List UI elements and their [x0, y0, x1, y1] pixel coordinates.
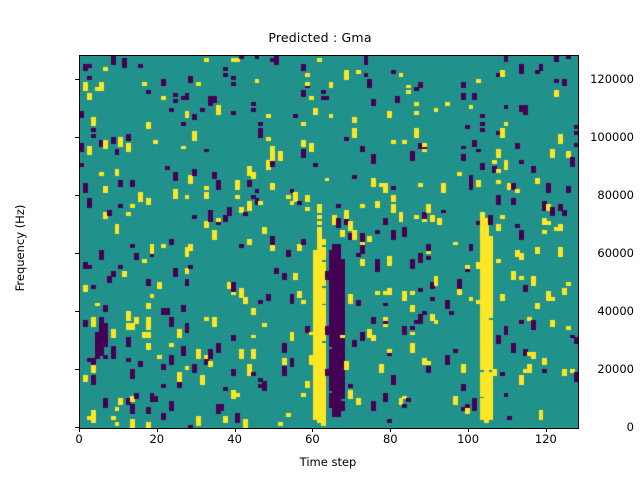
x-tick-mark	[390, 428, 392, 432]
x-axis-label: Time step	[299, 455, 357, 469]
y-tick-mark	[75, 252, 79, 254]
y-tick-label: 80000	[597, 187, 634, 202]
x-tick-label: 60	[305, 432, 320, 446]
x-tick-label: 120	[534, 432, 557, 446]
x-tick-mark	[234, 428, 236, 432]
y-tick-mark	[75, 78, 79, 80]
y-tick-label: 60000	[597, 245, 634, 260]
x-tick-mark	[545, 428, 547, 432]
x-tick-label: 40	[227, 432, 242, 446]
x-tick-label: 100	[457, 432, 480, 446]
y-tick-mark	[75, 194, 79, 196]
y-tick-mark	[75, 310, 79, 312]
y-tick-label: 100000	[590, 129, 634, 144]
y-axis-label: Frequency (Hz)	[13, 204, 27, 292]
spectrogram-heatmap	[80, 56, 578, 428]
y-tick-label: 40000	[597, 303, 634, 318]
y-tick-mark	[75, 368, 79, 370]
x-tick-label: 80	[382, 432, 398, 446]
x-tick-mark	[312, 428, 314, 432]
y-tick-label: 0	[626, 420, 634, 434]
y-tick-label: 120000	[590, 71, 634, 86]
x-tick-mark	[468, 428, 470, 432]
x-tick-label: 20	[149, 432, 165, 446]
plot-axes	[79, 55, 579, 429]
x-tick-mark	[156, 428, 158, 432]
y-tick-label: 20000	[597, 361, 634, 376]
plot-title: Predicted : Gma	[268, 30, 372, 45]
y-tick-mark	[75, 427, 79, 429]
y-tick-mark	[75, 136, 79, 138]
x-tick-mark	[79, 428, 81, 432]
x-tick-label: 0	[75, 432, 83, 446]
